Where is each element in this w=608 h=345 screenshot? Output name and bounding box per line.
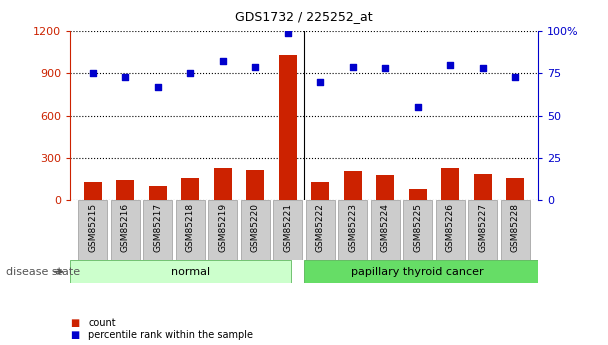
- Bar: [273, 200, 302, 260]
- Point: [120, 74, 130, 79]
- Bar: [181, 178, 199, 200]
- Bar: [306, 200, 335, 260]
- Text: GSM85226: GSM85226: [446, 203, 455, 252]
- Bar: [149, 186, 167, 200]
- Text: percentile rank within the sample: percentile rank within the sample: [88, 330, 253, 339]
- Bar: [376, 176, 394, 200]
- Text: GSM85220: GSM85220: [250, 203, 260, 252]
- Bar: [143, 200, 172, 260]
- Bar: [468, 200, 497, 260]
- Text: GSM85216: GSM85216: [121, 203, 130, 252]
- Point: [185, 71, 195, 76]
- Bar: [506, 178, 524, 200]
- Text: GSM85227: GSM85227: [478, 203, 487, 252]
- Point: [218, 59, 227, 64]
- Bar: [208, 200, 237, 260]
- Text: GSM85223: GSM85223: [348, 203, 358, 252]
- Bar: [474, 174, 492, 200]
- Text: GDS1732 / 225252_at: GDS1732 / 225252_at: [235, 10, 373, 23]
- Text: papillary thyroid cancer: papillary thyroid cancer: [351, 267, 484, 277]
- Bar: [78, 200, 107, 260]
- Text: GSM85217: GSM85217: [153, 203, 162, 252]
- Bar: [409, 189, 427, 200]
- Text: GSM85228: GSM85228: [511, 203, 520, 252]
- Bar: [304, 260, 538, 283]
- Bar: [436, 200, 465, 260]
- Point: [316, 79, 325, 85]
- Bar: [214, 168, 232, 200]
- Text: disease state: disease state: [6, 267, 80, 277]
- Bar: [246, 170, 264, 200]
- Point: [153, 84, 162, 90]
- Text: GSM85222: GSM85222: [316, 203, 325, 252]
- Point: [446, 62, 455, 68]
- Bar: [501, 200, 530, 260]
- Bar: [176, 200, 205, 260]
- Text: GSM85215: GSM85215: [88, 203, 97, 252]
- Text: GSM85221: GSM85221: [283, 203, 292, 252]
- Text: normal: normal: [171, 267, 210, 277]
- Bar: [241, 200, 270, 260]
- Bar: [338, 200, 367, 260]
- Text: ■: ■: [70, 330, 79, 339]
- Point: [381, 66, 390, 71]
- Point: [283, 30, 292, 36]
- Point: [511, 74, 520, 79]
- Bar: [344, 171, 362, 200]
- Text: ■: ■: [70, 318, 79, 327]
- Bar: [441, 168, 459, 200]
- Text: GSM85219: GSM85219: [218, 203, 227, 252]
- Bar: [403, 200, 432, 260]
- Point: [348, 64, 358, 69]
- Bar: [311, 182, 329, 200]
- Bar: [279, 55, 297, 200]
- Text: GSM85224: GSM85224: [381, 203, 390, 252]
- Bar: [116, 180, 134, 200]
- Bar: [371, 200, 400, 260]
- Bar: [70, 260, 291, 283]
- Text: GSM85218: GSM85218: [185, 203, 195, 252]
- Point: [413, 104, 423, 110]
- Text: count: count: [88, 318, 116, 327]
- Bar: [111, 200, 140, 260]
- Point: [250, 64, 260, 69]
- Point: [478, 66, 488, 71]
- Bar: [84, 182, 102, 200]
- Point: [88, 71, 97, 76]
- Text: GSM85225: GSM85225: [413, 203, 423, 252]
